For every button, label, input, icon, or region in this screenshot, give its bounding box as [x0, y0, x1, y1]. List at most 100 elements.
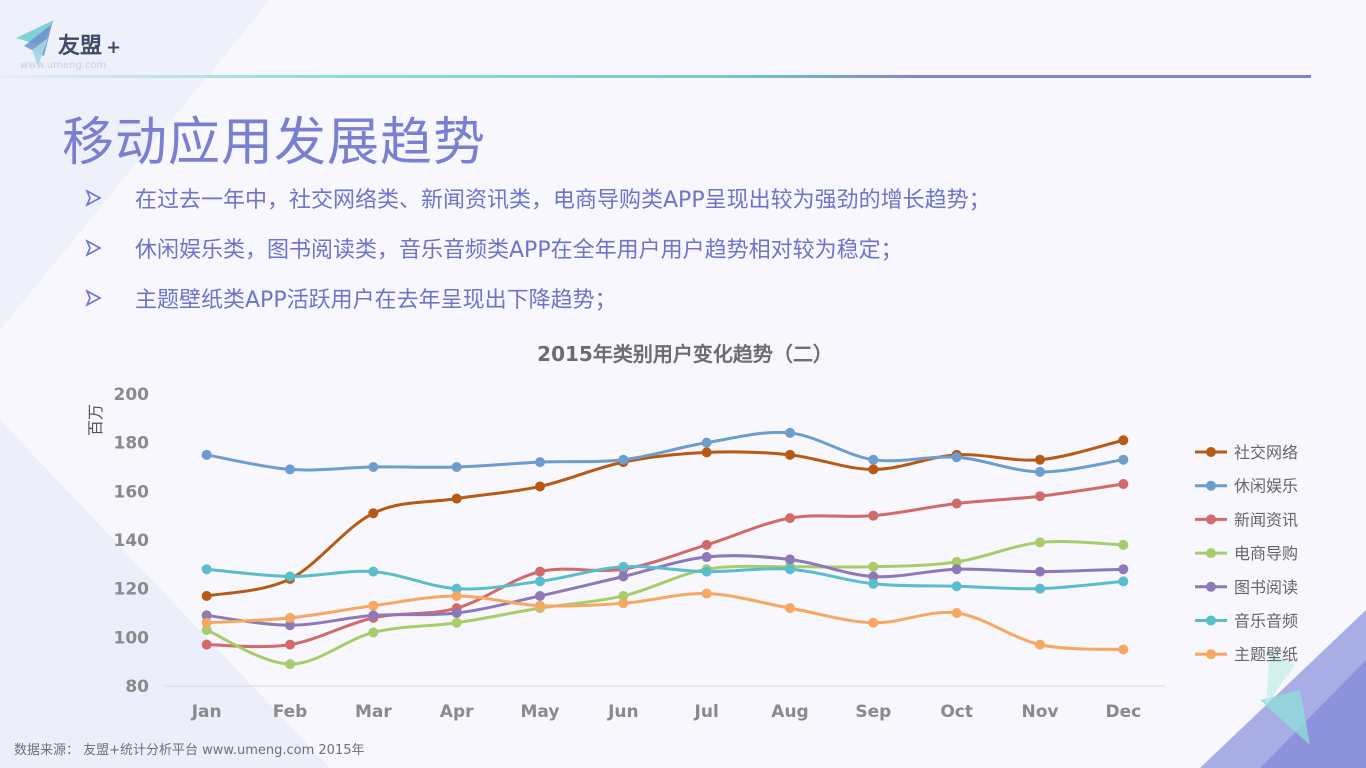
data-point	[201, 449, 212, 460]
bullet-text: 主题壁纸类APP活跃用户在去年呈现出下降趋势；	[135, 288, 617, 313]
data-point	[451, 583, 462, 594]
legend-swatch-marker	[1206, 447, 1216, 457]
x-tick-label: Jul	[694, 702, 719, 722]
legend-swatch-marker	[1206, 615, 1216, 626]
series-休闲娱乐	[201, 427, 1129, 477]
data-point	[451, 608, 462, 618]
data-point	[285, 659, 295, 670]
data-point	[785, 564, 795, 575]
data-point	[951, 608, 962, 618]
data-point	[201, 639, 212, 650]
data-point	[1118, 539, 1129, 550]
x-tick-label: Aug	[771, 702, 808, 722]
legend-label: 电商导购	[1234, 544, 1298, 563]
y-tick-label: 140	[114, 531, 150, 551]
legend-label: 图书阅读	[1234, 578, 1298, 597]
data-point	[201, 625, 212, 636]
legend-item: 社交网络	[1195, 443, 1298, 462]
bullet-text: 在过去一年中，社交网络类、新闻资讯类，电商导购类APP呈现出较为强劲的增长趋势；	[135, 188, 991, 213]
x-tick-label: Mar	[355, 702, 392, 722]
data-point	[285, 639, 295, 650]
arrow-bullet-icon	[85, 189, 102, 207]
data-point	[868, 578, 879, 589]
data-point	[1035, 566, 1045, 577]
arrow-bullet-icon	[85, 289, 102, 307]
data-point	[701, 552, 712, 563]
data-point	[535, 566, 545, 577]
data-point	[1118, 454, 1129, 465]
data-point	[285, 620, 295, 631]
data-point	[785, 427, 795, 438]
data-point	[535, 590, 545, 601]
x-tick-label: Oct	[940, 702, 973, 722]
data-point	[201, 610, 212, 621]
data-point	[1035, 639, 1045, 650]
data-point	[951, 452, 962, 463]
series-line	[206, 564, 1124, 591]
data-point	[785, 603, 795, 614]
x-tick-label: Feb	[273, 702, 308, 722]
logo-brand: 友盟 +	[58, 34, 122, 59]
data-point	[868, 510, 879, 521]
data-point	[785, 513, 795, 524]
data-point	[701, 566, 712, 577]
data-point	[701, 588, 712, 599]
y-tick-label: 80	[125, 677, 149, 697]
data-point	[951, 564, 962, 575]
data-point	[1035, 537, 1045, 548]
data-point	[1118, 644, 1129, 655]
data-point	[535, 600, 545, 611]
data-point	[535, 481, 545, 492]
x-tick-label: Dec	[1105, 702, 1141, 722]
x-tick-label: Sep	[855, 702, 891, 722]
data-point	[618, 571, 629, 582]
data-point	[535, 457, 545, 468]
data-point	[618, 590, 629, 601]
bullet-text: 休闲娱乐类，图书阅读类，音乐音频类APP在全年用户用户趋势相对较为稳定；	[135, 238, 903, 263]
series-line	[206, 430, 1124, 474]
data-point	[1035, 466, 1045, 477]
series-line	[206, 482, 1124, 649]
data-point	[868, 617, 879, 628]
series-line	[206, 438, 1124, 598]
data-point	[701, 539, 712, 550]
data-point	[201, 617, 212, 628]
x-tick-label: May	[521, 702, 560, 722]
data-point	[785, 449, 795, 460]
series-line	[206, 554, 1124, 627]
y-axis-label: 百万	[86, 404, 105, 436]
data-point	[201, 564, 212, 575]
legend-item: 音乐音频	[1195, 612, 1298, 631]
data-point	[368, 508, 379, 519]
data-point	[951, 556, 962, 567]
data-point	[951, 581, 962, 592]
legend-item: 电商导购	[1195, 544, 1298, 563]
arrow-bullet-icon	[85, 239, 102, 257]
logo-url: www.umeng.com	[20, 60, 107, 71]
data-point	[1118, 576, 1129, 587]
series-音乐音频	[201, 561, 1129, 594]
data-point	[368, 566, 379, 577]
data-point	[1118, 435, 1129, 446]
y-tick-label: 200	[114, 385, 150, 405]
data-point	[868, 571, 879, 582]
x-tick-label: Apr	[440, 702, 474, 722]
legend-item: 主题壁纸	[1195, 645, 1298, 664]
legend-swatch-marker	[1206, 514, 1216, 525]
y-tick-label: 100	[114, 628, 150, 648]
legend-item: 休闲娱乐	[1195, 477, 1298, 496]
data-point	[285, 464, 295, 475]
data-point	[1035, 491, 1045, 502]
data-point	[451, 617, 462, 628]
legend-swatch-marker	[1206, 548, 1216, 559]
data-point	[285, 571, 295, 582]
series-新闻资讯	[201, 479, 1129, 650]
data-point	[868, 561, 879, 572]
data-point	[535, 576, 545, 587]
umeng-logo	[16, 20, 54, 66]
legend-swatch-marker	[1206, 649, 1216, 660]
data-point	[1035, 583, 1045, 594]
legend-swatch-marker	[1206, 480, 1216, 491]
data-point	[451, 590, 462, 601]
